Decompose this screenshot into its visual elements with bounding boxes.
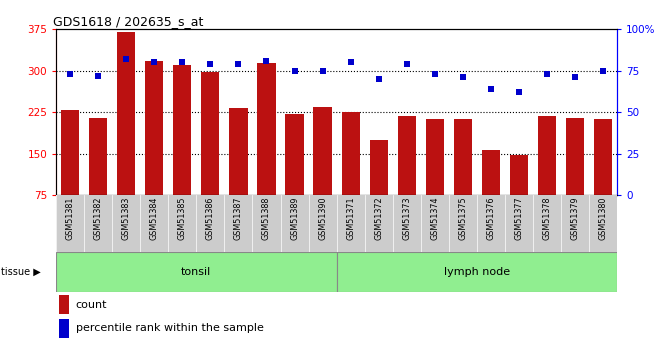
Point	[345, 60, 356, 65]
Bar	[285, 114, 304, 195]
Bar	[337, 252, 617, 292]
Bar	[566, 118, 584, 195]
Bar	[594, 119, 612, 195]
Point	[177, 60, 187, 65]
Point	[374, 76, 384, 82]
Bar	[173, 65, 191, 195]
Text: GSM51386: GSM51386	[206, 197, 215, 240]
Text: GSM51389: GSM51389	[290, 197, 299, 240]
Text: GSM51379: GSM51379	[570, 197, 579, 240]
Text: GSM51380: GSM51380	[599, 197, 608, 240]
Point	[542, 71, 552, 77]
Point	[261, 58, 272, 63]
Bar	[201, 72, 220, 195]
Text: GSM51374: GSM51374	[430, 197, 440, 240]
Point	[430, 71, 440, 77]
Bar	[229, 108, 248, 195]
Text: GSM51378: GSM51378	[543, 197, 552, 240]
Text: percentile rank within the sample: percentile rank within the sample	[76, 323, 263, 333]
Bar	[397, 116, 416, 195]
Text: GSM51390: GSM51390	[318, 197, 327, 240]
Point	[289, 68, 300, 73]
Point	[121, 56, 131, 62]
Bar	[145, 61, 164, 195]
Text: GSM51372: GSM51372	[374, 197, 383, 240]
Bar	[59, 318, 69, 337]
Text: GSM51383: GSM51383	[121, 197, 131, 240]
Bar	[453, 119, 472, 195]
Point	[93, 73, 104, 78]
Text: GSM51384: GSM51384	[150, 197, 159, 240]
Bar	[510, 155, 528, 195]
Bar	[370, 140, 388, 195]
Text: GSM51381: GSM51381	[65, 197, 75, 240]
Text: GSM51385: GSM51385	[178, 197, 187, 240]
Text: tissue ▶: tissue ▶	[1, 267, 41, 277]
Text: GDS1618 / 202635_s_at: GDS1618 / 202635_s_at	[53, 15, 204, 28]
Point	[513, 89, 524, 95]
Bar	[56, 252, 337, 292]
Point	[486, 86, 496, 92]
Bar	[61, 110, 79, 195]
Point	[233, 61, 244, 67]
Bar	[257, 63, 276, 195]
Point	[401, 61, 412, 67]
Point	[65, 71, 75, 77]
Point	[570, 75, 580, 80]
Text: GSM51375: GSM51375	[458, 197, 467, 240]
Bar	[117, 32, 135, 195]
Bar	[538, 116, 556, 195]
Point	[598, 68, 609, 73]
Bar	[314, 107, 332, 195]
Text: GSM51388: GSM51388	[262, 197, 271, 240]
Point	[317, 68, 328, 73]
Bar	[341, 112, 360, 195]
Text: lymph node: lymph node	[444, 267, 510, 277]
Bar	[59, 295, 69, 314]
Point	[149, 60, 160, 65]
Text: GSM51382: GSM51382	[94, 197, 103, 240]
Bar	[89, 118, 108, 195]
Bar	[482, 150, 500, 195]
Bar	[426, 119, 444, 195]
Text: GSM51376: GSM51376	[486, 197, 496, 240]
Text: GSM51377: GSM51377	[514, 197, 523, 240]
Point	[457, 75, 468, 80]
Text: GSM51373: GSM51373	[402, 197, 411, 240]
Text: GSM51387: GSM51387	[234, 197, 243, 240]
Text: tonsil: tonsil	[182, 267, 211, 277]
Point	[205, 61, 216, 67]
Text: GSM51371: GSM51371	[346, 197, 355, 240]
Text: count: count	[76, 299, 107, 309]
